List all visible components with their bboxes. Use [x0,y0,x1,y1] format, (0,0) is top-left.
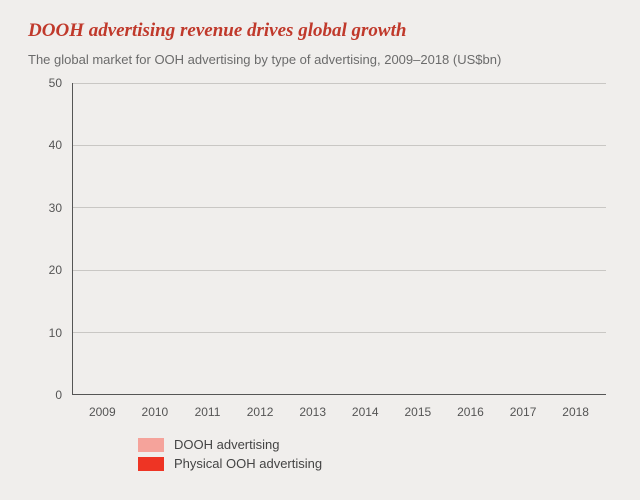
legend-item: Physical OOH advertising [138,456,612,471]
y-tick-label: 40 [38,138,68,152]
x-tick-label: 2009 [76,399,129,423]
bar-slot [77,83,130,394]
bar-slot [340,83,393,394]
grid-line [73,270,606,271]
x-tick-label: 2011 [181,399,234,423]
y-tick-label: 20 [38,263,68,277]
bar-slot [130,83,183,394]
legend: DOOH advertising Physical OOH advertising [138,437,612,471]
x-axis: 2009201020112012201320142015201620172018 [72,399,606,423]
chart-area: 01020304050 2009201020112012201320142015… [38,83,606,423]
legend-item: DOOH advertising [138,437,612,452]
bar-slot [287,83,340,394]
x-tick-label: 2017 [497,399,550,423]
legend-label: DOOH advertising [174,437,279,452]
grid-line [73,145,606,146]
legend-swatch [138,438,164,452]
x-tick-label: 2013 [286,399,339,423]
y-tick-label: 50 [38,76,68,90]
legend-swatch [138,457,164,471]
chart-card: DOOH advertising revenue drives global g… [0,0,640,500]
bar-slot [550,83,603,394]
x-tick-label: 2010 [129,399,182,423]
bars-container [73,83,606,394]
bar-slot [445,83,498,394]
x-tick-label: 2015 [392,399,445,423]
x-tick-label: 2016 [444,399,497,423]
bar-slot [235,83,288,394]
x-tick-label: 2018 [549,399,602,423]
chart-title: DOOH advertising revenue drives global g… [28,20,612,42]
y-tick-label: 10 [38,326,68,340]
x-tick-label: 2014 [339,399,392,423]
y-axis: 01020304050 [38,83,68,395]
grid-line [73,332,606,333]
chart-subtitle: The global market for OOH advertising by… [28,52,612,67]
legend-label: Physical OOH advertising [174,456,322,471]
bar-slot [182,83,235,394]
bar-slot [497,83,550,394]
y-tick-label: 0 [38,388,68,402]
y-tick-label: 30 [38,201,68,215]
plot-area [72,83,606,395]
grid-line [73,83,606,84]
grid-line [73,207,606,208]
x-tick-label: 2012 [234,399,287,423]
bar-slot [392,83,445,394]
